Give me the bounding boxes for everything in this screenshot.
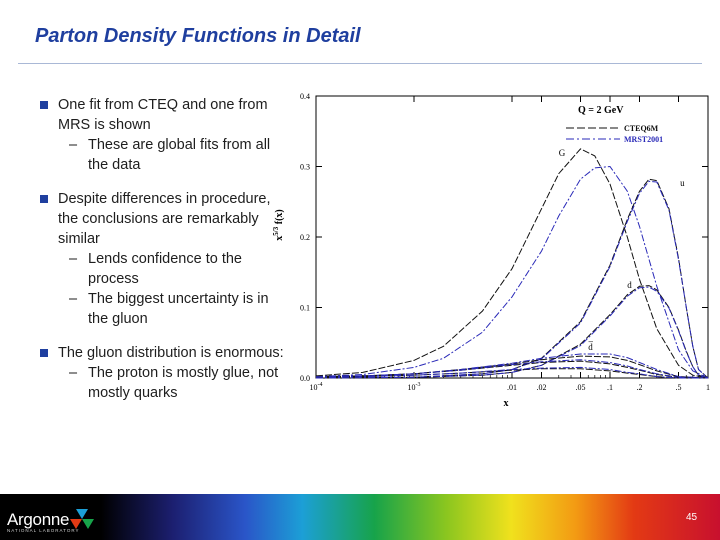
- x-tick-label: .1: [607, 383, 613, 392]
- footer-spectrum-bar: [0, 494, 720, 540]
- title-divider: [18, 63, 702, 64]
- series-line: [315, 353, 709, 379]
- y-tick-label: 0.1: [300, 304, 310, 313]
- logo-subtitle: NATIONAL LABORATORY: [7, 528, 80, 533]
- y-tick-label: 0.4: [300, 92, 310, 101]
- x-tick-label: .02: [537, 383, 547, 392]
- pdf-chart: 0.0 0.1 0.2 0.3 0.4 10-4 10-3 .01 .02 .05 .1 .2 .5 1 x…: [272, 92, 710, 409]
- bullet-square-icon: [40, 349, 48, 357]
- series-label: d̅: [588, 342, 594, 352]
- bullet-text: One fit from CTEQ and one from MRS is sh…: [58, 97, 268, 133]
- series-line: [315, 368, 708, 379]
- dash-icon: –: [69, 251, 78, 267]
- y-tick-label: 0.2: [300, 233, 310, 242]
- y-axis-label: x5/3 f(x): [272, 209, 285, 240]
- bullet-item: Despite differences in procedure, the co…: [40, 189, 285, 329]
- series-line: [315, 148, 709, 379]
- series-line: [315, 165, 709, 379]
- dash-icon: –: [69, 291, 78, 307]
- bullet-item: The gluon distribution is enormous: – Th…: [40, 343, 285, 403]
- series-line: [315, 286, 709, 379]
- x-tick-label: 1: [706, 383, 710, 392]
- sub-bullet-text: These are global fits from all the data: [88, 137, 271, 173]
- y-tick-label: 0.0: [300, 374, 310, 383]
- legend-label: MRST2001: [624, 135, 663, 144]
- bullet-list: One fit from CTEQ and one from MRS is sh…: [40, 95, 285, 417]
- sub-bullet-text: Lends confidence to the process: [88, 251, 242, 287]
- sub-bullet-item: – These are global fits from all the dat…: [58, 135, 285, 175]
- series-line: [315, 178, 709, 379]
- bullet-square-icon: [40, 101, 48, 109]
- dash-icon: –: [69, 365, 78, 381]
- x-tick-label: 10-4: [310, 382, 323, 392]
- sub-bullet-item: – The biggest uncertainty is in the gluo…: [58, 289, 285, 329]
- series-line: [315, 366, 708, 379]
- series-label: G: [559, 148, 566, 158]
- x-axis-label: x: [504, 398, 509, 409]
- series-label: u: [680, 178, 685, 188]
- bullet-item: One fit from CTEQ and one from MRS is sh…: [40, 95, 285, 175]
- bullet-text: Despite differences in procedure, the co…: [58, 191, 271, 247]
- chart-annotation: Q = 2 GeV: [578, 105, 624, 116]
- legend-label: CTEQ6M: [624, 124, 659, 133]
- x-tick-label: .2: [637, 383, 643, 392]
- sub-bullet-item: – The proton is mostly glue, not mostly …: [58, 363, 285, 403]
- page-number: 45: [686, 512, 698, 523]
- slide-title: Parton Density Functions in Detail: [35, 25, 361, 47]
- sub-bullet-text: The biggest uncertainty is in the gluon: [88, 291, 269, 327]
- series-line: [315, 355, 709, 379]
- x-tick-label: .01: [507, 383, 517, 392]
- logo-wordmark: Argonne: [7, 510, 70, 529]
- series-line: [315, 360, 709, 379]
- series-line: [315, 359, 709, 379]
- y-tick-label: 0.3: [300, 163, 310, 172]
- x-tick-label: .5: [675, 383, 681, 392]
- bullet-square-icon: [40, 195, 48, 203]
- series-line: [315, 180, 709, 379]
- bullet-text: The gluon distribution is enormous:: [58, 345, 284, 361]
- sub-bullet-text: The proton is mostly glue, not mostly qu…: [88, 365, 279, 401]
- series-label: d: [627, 280, 632, 290]
- x-tick-label: .05: [575, 383, 585, 392]
- dash-icon: –: [69, 137, 78, 153]
- argonne-logo-icon: [70, 509, 94, 529]
- sub-bullet-item: – Lends confidence to the process: [58, 249, 285, 289]
- x-tick-label: 10-3: [408, 382, 421, 392]
